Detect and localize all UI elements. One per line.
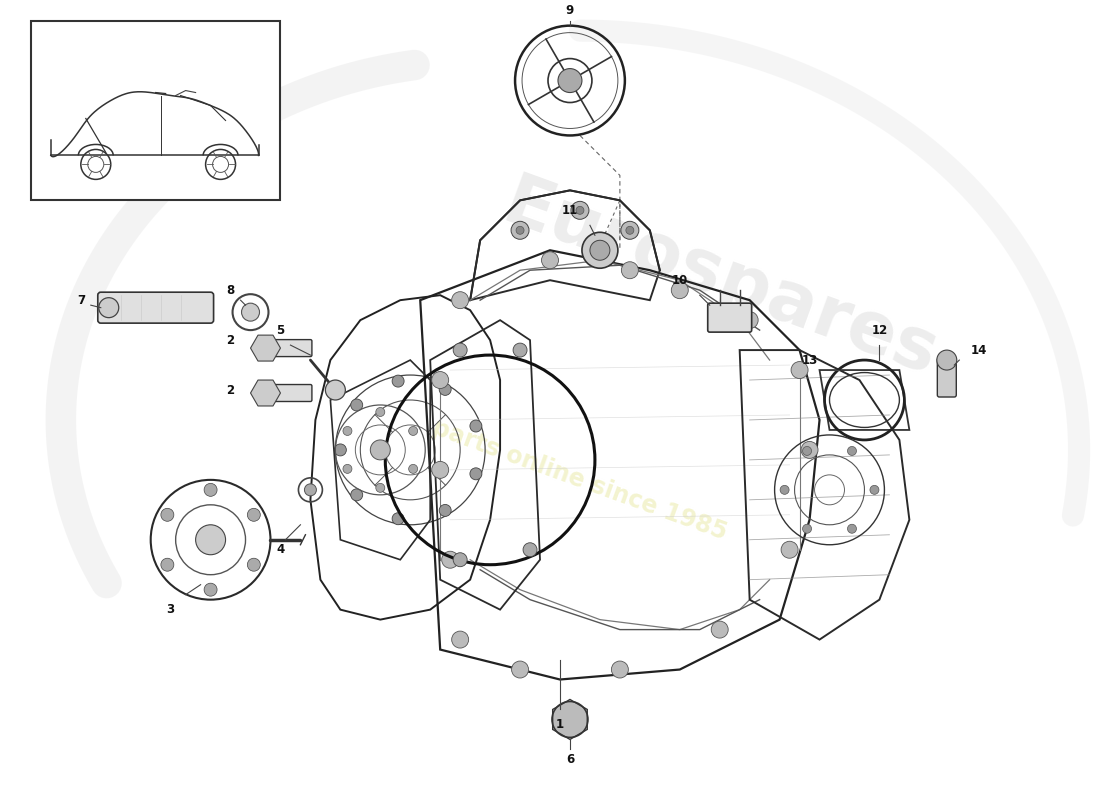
Circle shape bbox=[431, 371, 449, 389]
Circle shape bbox=[343, 426, 352, 435]
Circle shape bbox=[453, 553, 468, 566]
Circle shape bbox=[803, 446, 812, 455]
Circle shape bbox=[620, 222, 639, 239]
Circle shape bbox=[351, 399, 363, 411]
Text: 5: 5 bbox=[276, 324, 285, 337]
Circle shape bbox=[541, 252, 559, 269]
Circle shape bbox=[326, 380, 345, 400]
Circle shape bbox=[452, 631, 469, 648]
Circle shape bbox=[439, 505, 451, 517]
Circle shape bbox=[516, 226, 524, 234]
Text: parts online since 1985: parts online since 1985 bbox=[429, 415, 730, 545]
Circle shape bbox=[161, 508, 174, 522]
Circle shape bbox=[196, 525, 225, 554]
FancyBboxPatch shape bbox=[270, 340, 312, 357]
Circle shape bbox=[392, 513, 404, 525]
Polygon shape bbox=[251, 335, 280, 361]
Circle shape bbox=[671, 282, 689, 298]
Circle shape bbox=[242, 303, 260, 321]
FancyBboxPatch shape bbox=[270, 385, 312, 402]
Circle shape bbox=[621, 262, 638, 278]
Text: Eurospares: Eurospares bbox=[493, 170, 946, 391]
Circle shape bbox=[439, 383, 451, 395]
Circle shape bbox=[552, 702, 587, 738]
Circle shape bbox=[205, 483, 217, 496]
Circle shape bbox=[376, 483, 385, 492]
Circle shape bbox=[582, 232, 618, 268]
Circle shape bbox=[409, 464, 418, 474]
Circle shape bbox=[870, 486, 879, 494]
Circle shape bbox=[781, 542, 799, 558]
Circle shape bbox=[576, 206, 584, 214]
Circle shape bbox=[801, 442, 818, 458]
FancyBboxPatch shape bbox=[98, 292, 213, 323]
Circle shape bbox=[161, 558, 174, 571]
Polygon shape bbox=[251, 380, 280, 406]
Text: 6: 6 bbox=[565, 753, 574, 766]
Text: 10: 10 bbox=[672, 274, 688, 286]
Circle shape bbox=[343, 464, 352, 474]
Circle shape bbox=[351, 489, 363, 501]
Text: 11: 11 bbox=[562, 204, 579, 217]
Circle shape bbox=[803, 524, 812, 534]
Circle shape bbox=[571, 202, 588, 219]
Circle shape bbox=[522, 542, 537, 557]
Circle shape bbox=[791, 362, 808, 378]
Circle shape bbox=[470, 468, 482, 480]
Circle shape bbox=[452, 292, 469, 309]
Circle shape bbox=[305, 484, 317, 496]
Circle shape bbox=[847, 446, 857, 455]
Text: 8: 8 bbox=[227, 284, 234, 297]
Text: 1: 1 bbox=[556, 718, 564, 731]
Circle shape bbox=[371, 440, 390, 460]
Text: 2: 2 bbox=[227, 383, 234, 397]
Circle shape bbox=[558, 69, 582, 93]
Circle shape bbox=[248, 558, 261, 571]
Text: 9: 9 bbox=[565, 4, 574, 17]
Circle shape bbox=[780, 486, 789, 494]
Circle shape bbox=[712, 621, 728, 638]
Circle shape bbox=[409, 426, 418, 435]
Circle shape bbox=[512, 222, 529, 239]
Text: 2: 2 bbox=[227, 334, 234, 346]
Circle shape bbox=[612, 661, 628, 678]
Circle shape bbox=[741, 312, 758, 329]
Circle shape bbox=[334, 444, 346, 456]
Circle shape bbox=[453, 343, 468, 357]
Circle shape bbox=[376, 407, 385, 417]
Text: 3: 3 bbox=[166, 603, 175, 616]
Text: 7: 7 bbox=[77, 294, 85, 306]
Circle shape bbox=[937, 350, 957, 370]
FancyBboxPatch shape bbox=[937, 358, 956, 397]
Circle shape bbox=[205, 583, 217, 596]
Text: 12: 12 bbox=[871, 324, 888, 337]
Circle shape bbox=[590, 240, 609, 260]
Circle shape bbox=[513, 343, 527, 357]
FancyBboxPatch shape bbox=[707, 303, 751, 332]
Circle shape bbox=[442, 551, 459, 568]
Bar bbox=[31, 21, 280, 200]
Circle shape bbox=[512, 661, 528, 678]
Circle shape bbox=[847, 524, 857, 534]
Circle shape bbox=[392, 375, 404, 387]
Text: 13: 13 bbox=[802, 354, 817, 366]
Text: 14: 14 bbox=[971, 343, 988, 357]
Circle shape bbox=[626, 226, 634, 234]
Circle shape bbox=[99, 298, 119, 318]
Circle shape bbox=[431, 462, 449, 478]
Circle shape bbox=[248, 508, 261, 522]
Circle shape bbox=[470, 420, 482, 432]
Text: 4: 4 bbox=[276, 543, 285, 556]
